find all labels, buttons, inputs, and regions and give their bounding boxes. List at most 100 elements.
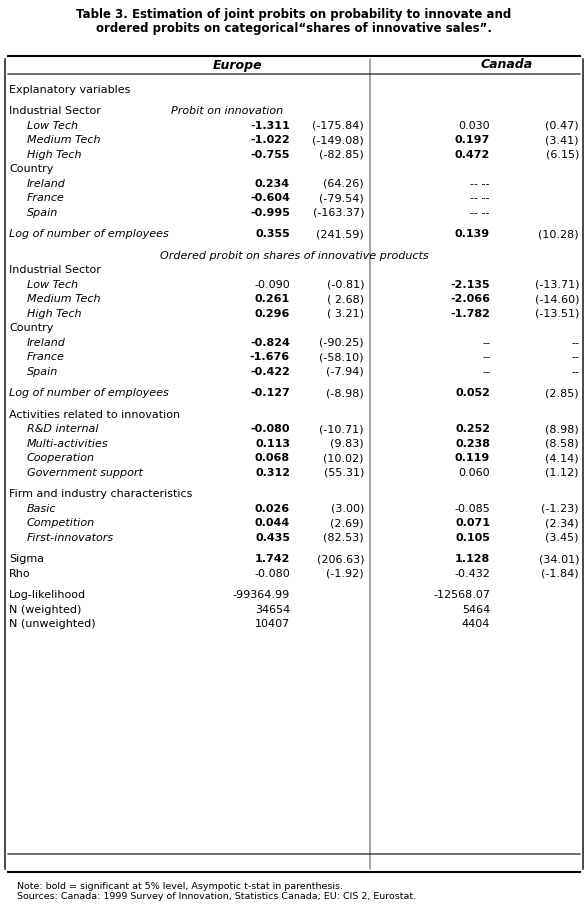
Text: 0.312: 0.312 (255, 468, 290, 478)
Text: -12568.07: -12568.07 (433, 591, 490, 601)
Text: Ordered probit on shares of innovative products: Ordered probit on shares of innovative p… (160, 251, 428, 261)
Text: Multi-activities: Multi-activities (27, 439, 109, 449)
Text: Country: Country (9, 164, 54, 174)
Text: Spain: Spain (27, 208, 58, 218)
Text: -0.127: -0.127 (250, 389, 290, 399)
Text: 0.030: 0.030 (459, 121, 490, 131)
Text: Canada: Canada (480, 58, 533, 71)
Text: -2.066: -2.066 (450, 294, 490, 305)
Text: -0.824: -0.824 (250, 338, 290, 348)
Text: -1.782: -1.782 (450, 309, 490, 319)
Text: 0.113: 0.113 (255, 439, 290, 449)
Text: (82.53): (82.53) (323, 533, 364, 543)
Text: (64.26): (64.26) (323, 179, 364, 189)
Text: 0.261: 0.261 (255, 294, 290, 305)
Text: Low Tech: Low Tech (27, 121, 78, 131)
Text: N (weighted): N (weighted) (9, 605, 81, 615)
Text: (-175.84): (-175.84) (312, 121, 364, 131)
Text: 0.139: 0.139 (455, 230, 490, 239)
Text: (-79.54): (-79.54) (319, 194, 364, 203)
Text: -0.085: -0.085 (455, 504, 490, 514)
Text: (3.00): (3.00) (330, 504, 364, 514)
Text: 34654: 34654 (255, 605, 290, 615)
Text: (2.69): (2.69) (330, 519, 364, 529)
Text: Log-likelihood: Log-likelihood (9, 591, 86, 601)
Text: (-163.37): (-163.37) (312, 208, 364, 218)
Text: (2.34): (2.34) (546, 519, 579, 529)
Text: 0.026: 0.026 (255, 504, 290, 514)
Text: Basic: Basic (27, 504, 56, 514)
Text: (-13.51): (-13.51) (534, 309, 579, 319)
Text: (-10.71): (-10.71) (319, 425, 364, 435)
Text: 0.296: 0.296 (255, 309, 290, 319)
Text: Competition: Competition (27, 519, 95, 529)
Text: (10.28): (10.28) (539, 230, 579, 239)
Text: Activities related to innovation: Activities related to innovation (9, 410, 180, 420)
Text: 0.234: 0.234 (255, 179, 290, 189)
Text: 0.119: 0.119 (455, 453, 490, 463)
Text: (8.98): (8.98) (545, 425, 579, 435)
Text: Rho: Rho (9, 569, 31, 579)
Text: --: -- (571, 338, 579, 348)
Text: ( 2.68): ( 2.68) (327, 294, 364, 305)
Text: France: France (27, 353, 65, 363)
Text: -0.604: -0.604 (250, 194, 290, 203)
Text: -0.422: -0.422 (250, 367, 290, 377)
Text: (-0.81): (-0.81) (326, 280, 364, 290)
Text: -0.755: -0.755 (250, 150, 290, 160)
Text: -0.995: -0.995 (250, 208, 290, 218)
Text: (241.59): (241.59) (316, 230, 364, 239)
Text: (4.14): (4.14) (546, 453, 579, 463)
Text: Cooperation: Cooperation (27, 453, 95, 463)
Text: -0.080: -0.080 (254, 569, 290, 579)
Text: --: -- (482, 367, 490, 377)
Text: -0.090: -0.090 (254, 280, 290, 290)
Text: High Tech: High Tech (27, 309, 82, 319)
Text: (3.45): (3.45) (546, 533, 579, 543)
Text: -2.135: -2.135 (450, 280, 490, 290)
Text: 0.060: 0.060 (459, 468, 490, 478)
Text: -- --: -- -- (470, 179, 490, 189)
Text: (1.12): (1.12) (546, 468, 579, 478)
Text: ( 3.21): ( 3.21) (327, 309, 364, 319)
Text: Low Tech: Low Tech (27, 280, 78, 290)
Text: 0.355: 0.355 (255, 230, 290, 239)
Text: --: -- (571, 367, 579, 377)
Text: 0.238: 0.238 (455, 439, 490, 449)
Text: 0.071: 0.071 (455, 519, 490, 529)
Text: (-1.84): (-1.84) (542, 569, 579, 579)
Text: 0.068: 0.068 (255, 453, 290, 463)
Text: Log of number of employees: Log of number of employees (9, 230, 169, 239)
Text: (-7.94): (-7.94) (326, 367, 364, 377)
Text: Industrial Sector: Industrial Sector (9, 106, 101, 116)
Text: -99364.99: -99364.99 (233, 591, 290, 601)
Text: -- --: -- -- (470, 194, 490, 203)
Text: (-13.71): (-13.71) (534, 280, 579, 290)
Text: 0.044: 0.044 (255, 519, 290, 529)
Text: (-14.60): (-14.60) (534, 294, 579, 305)
Text: --: -- (482, 353, 490, 363)
Text: (55.31): (55.31) (323, 468, 364, 478)
Text: First-innovators: First-innovators (27, 533, 114, 543)
Text: Government support: Government support (27, 468, 143, 478)
Text: (6.15): (6.15) (546, 150, 579, 160)
Text: Ireland: Ireland (27, 338, 66, 348)
Text: -1.311: -1.311 (250, 121, 290, 131)
Text: 0.252: 0.252 (455, 425, 490, 435)
Text: Spain: Spain (27, 367, 58, 377)
Text: 5464: 5464 (462, 605, 490, 615)
Text: 0.472: 0.472 (455, 150, 490, 160)
Text: ordered probits on categorical“shares of innovative sales”.: ordered probits on categorical“shares of… (96, 22, 492, 35)
Text: (-90.25): (-90.25) (319, 338, 364, 348)
Text: Probit on innovation: Probit on innovation (172, 106, 283, 116)
Text: Industrial Sector: Industrial Sector (9, 266, 101, 275)
Text: (3.41): (3.41) (546, 136, 579, 146)
Text: (-1.92): (-1.92) (326, 569, 364, 579)
Text: (-149.08): (-149.08) (312, 136, 364, 146)
Text: (10.02): (10.02) (323, 453, 364, 463)
Text: Sources: Canada: 1999 Survey of Innovation, Statistics Canada; EU: CIS 2, Eurost: Sources: Canada: 1999 Survey of Innovati… (17, 892, 416, 901)
Text: Medium Tech: Medium Tech (27, 294, 101, 305)
Text: Firm and industry characteristics: Firm and industry characteristics (9, 489, 192, 499)
Text: (9.83): (9.83) (330, 439, 364, 449)
Text: High Tech: High Tech (27, 150, 82, 160)
